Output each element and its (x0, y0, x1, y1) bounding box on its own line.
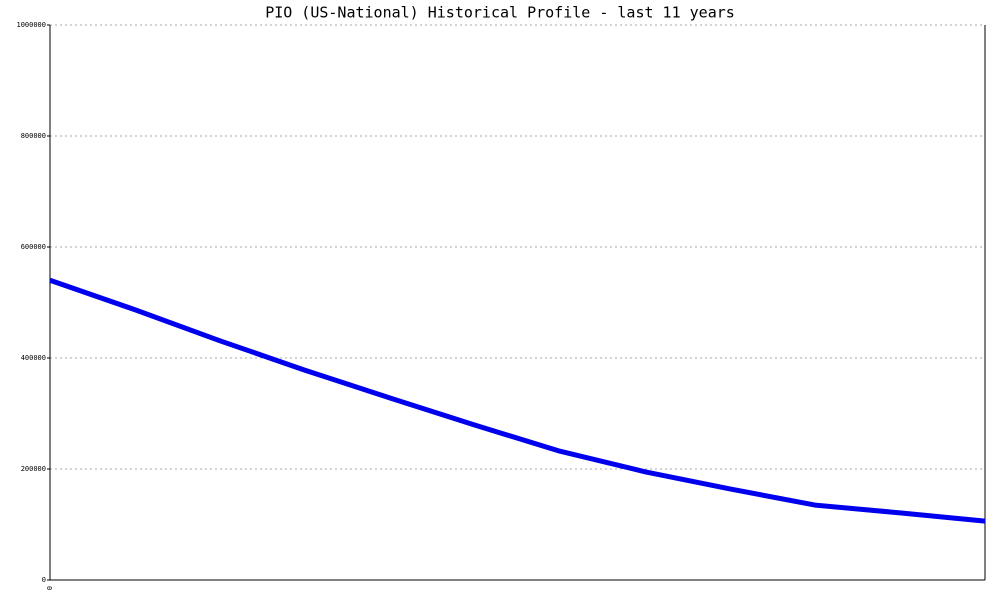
line-series (49, 277, 986, 524)
x-tick-label: 0 (46, 586, 54, 590)
chart-title: PIO (US-National) Historical Profile - l… (265, 4, 735, 22)
y-tick-label: 800000 (21, 132, 46, 140)
y-tick-label: 200000 (21, 465, 46, 473)
y-tick-label: 1000000 (16, 21, 46, 29)
y-tick-label: 400000 (21, 354, 46, 362)
y-tick-label: 0 (42, 576, 46, 584)
y-tick-label: 600000 (21, 243, 46, 251)
